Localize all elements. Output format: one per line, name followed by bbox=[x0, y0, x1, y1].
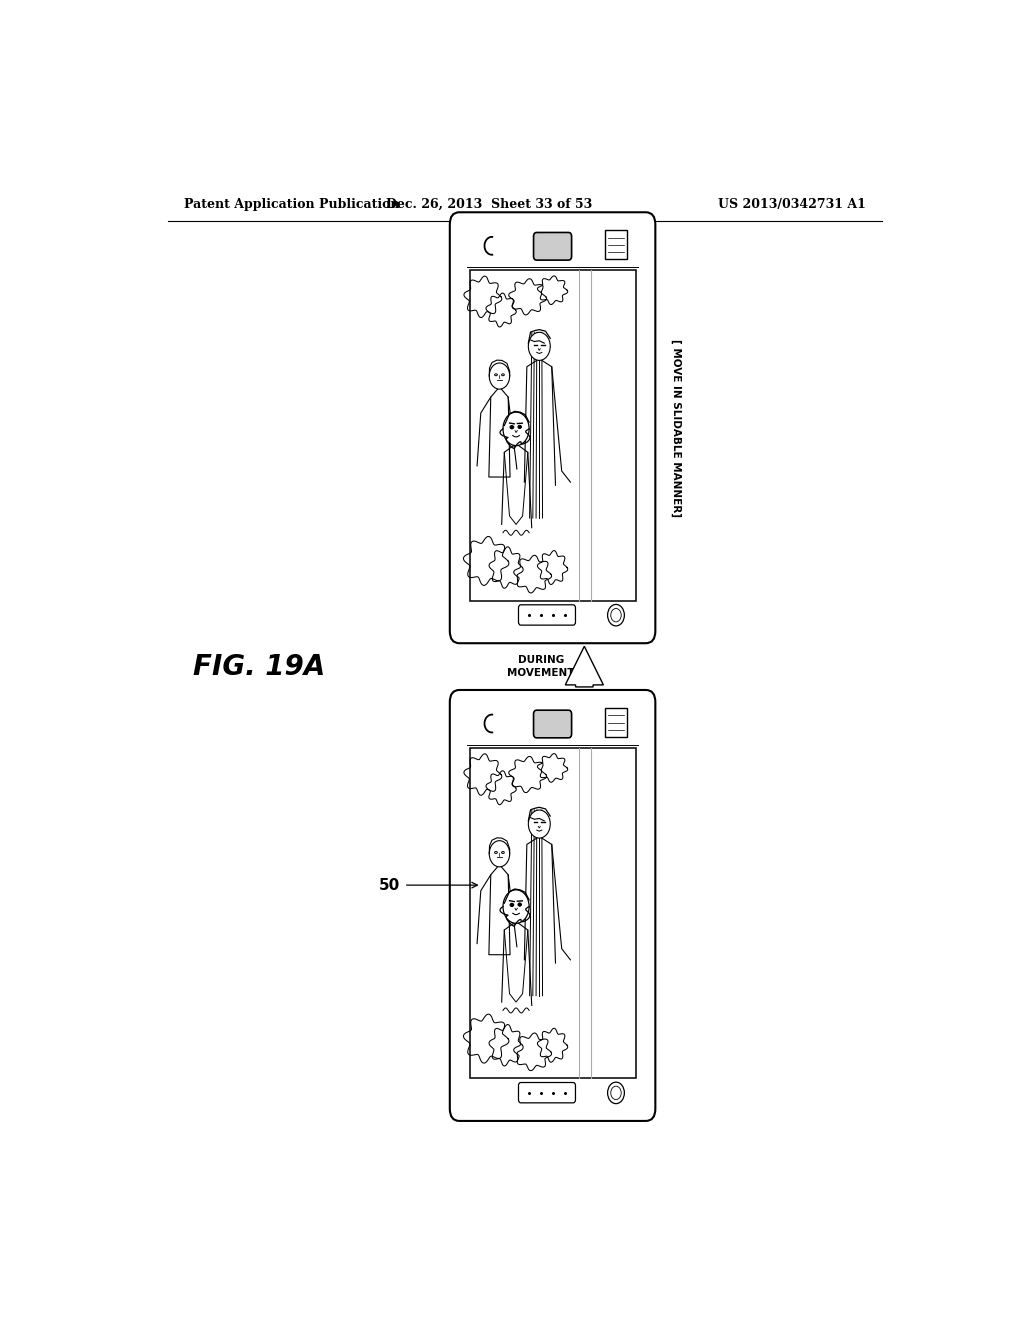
Circle shape bbox=[519, 425, 521, 428]
Text: 50: 50 bbox=[379, 878, 399, 892]
Circle shape bbox=[528, 333, 550, 360]
Circle shape bbox=[503, 890, 529, 923]
Circle shape bbox=[610, 1086, 622, 1100]
FancyBboxPatch shape bbox=[450, 690, 655, 1121]
Text: US 2013/0342731 A1: US 2013/0342731 A1 bbox=[718, 198, 866, 211]
Text: Patent Application Publication: Patent Application Publication bbox=[183, 198, 399, 211]
Ellipse shape bbox=[510, 903, 514, 907]
Circle shape bbox=[489, 363, 510, 389]
Text: FIG. 19A: FIG. 19A bbox=[193, 652, 325, 681]
Circle shape bbox=[607, 1082, 625, 1104]
Circle shape bbox=[607, 605, 625, 626]
Bar bbox=[470, 271, 636, 601]
Bar bbox=[605, 230, 627, 260]
Circle shape bbox=[610, 609, 622, 622]
Ellipse shape bbox=[495, 374, 498, 376]
Ellipse shape bbox=[510, 425, 514, 429]
Ellipse shape bbox=[518, 425, 521, 428]
Text: Dec. 26, 2013  Sheet 33 of 53: Dec. 26, 2013 Sheet 33 of 53 bbox=[386, 198, 592, 211]
FancyBboxPatch shape bbox=[534, 710, 571, 738]
Circle shape bbox=[528, 810, 550, 838]
Text: [ MOVE IN SLIDABLE MANNER]: [ MOVE IN SLIDABLE MANNER] bbox=[671, 339, 681, 516]
Circle shape bbox=[511, 904, 513, 907]
Bar bbox=[470, 748, 636, 1078]
Circle shape bbox=[511, 426, 513, 429]
FancyBboxPatch shape bbox=[534, 232, 571, 260]
Polygon shape bbox=[565, 647, 603, 686]
Ellipse shape bbox=[518, 903, 521, 906]
Text: DURING
MOVEMENT: DURING MOVEMENT bbox=[507, 656, 574, 677]
FancyBboxPatch shape bbox=[518, 1082, 575, 1102]
Circle shape bbox=[489, 841, 510, 867]
Ellipse shape bbox=[502, 374, 504, 376]
FancyBboxPatch shape bbox=[518, 605, 575, 626]
Bar bbox=[605, 708, 627, 737]
Circle shape bbox=[503, 412, 529, 446]
Ellipse shape bbox=[495, 851, 498, 854]
Ellipse shape bbox=[502, 851, 504, 854]
FancyBboxPatch shape bbox=[450, 213, 655, 643]
Circle shape bbox=[519, 903, 521, 906]
